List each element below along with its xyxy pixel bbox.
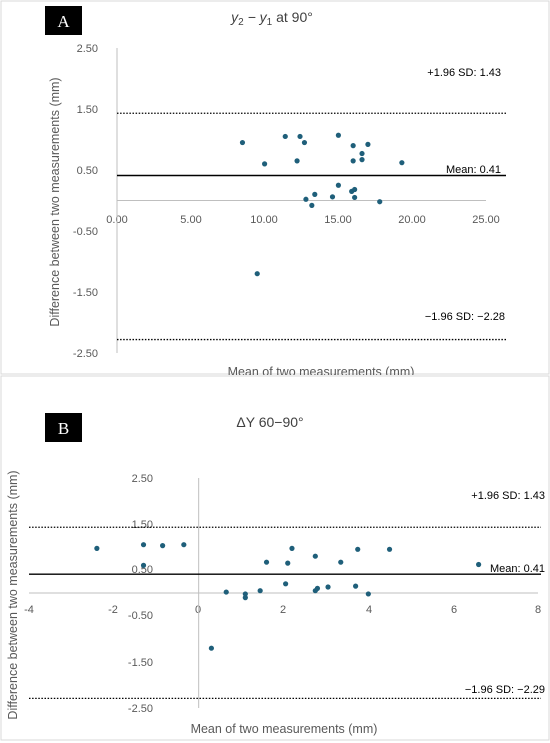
data-point	[309, 202, 315, 208]
data-point	[263, 559, 270, 565]
data-point	[160, 543, 166, 549]
data-point	[140, 542, 147, 548]
chart-b-lower-limit-label: −1.96 SD: −2.29	[465, 684, 545, 696]
data-point	[294, 158, 300, 164]
chart-b-x-tick: 6	[451, 604, 457, 616]
data-point	[359, 150, 365, 157]
data-point	[242, 591, 248, 597]
chart-a: A y2 − y1 at 90° Difference between two …	[0, 0, 550, 375]
data-point	[297, 133, 303, 140]
data-point	[242, 595, 248, 601]
chart-b-y-tick: -0.50	[128, 610, 153, 622]
chart-a-lower-limit-label: −1.96 SD: −2.28	[425, 311, 505, 323]
data-point	[355, 546, 361, 552]
chart-a-points	[239, 132, 405, 277]
data-point	[254, 271, 260, 277]
data-point	[262, 161, 268, 167]
chart-b-x-tick: 4	[366, 604, 372, 616]
data-point	[399, 160, 405, 166]
data-point	[350, 158, 356, 164]
chart-b-title: ΔY 60−90°	[236, 414, 303, 430]
chart-b-x-tick: 0	[195, 604, 201, 616]
chart-b-upper-limit-label: +1.96 SD: 1.43	[471, 490, 545, 502]
chart-b-y-tick: -1.50	[128, 657, 153, 669]
data-point	[257, 588, 263, 594]
chart-b-y-ticks: 2.50 1.50 0.50 -0.50 -1.50 -2.50	[128, 473, 153, 715]
chart-b-x-ticks: -4 -2 0 2 4 6 8	[24, 604, 541, 616]
chart-b-x-tick: 2	[280, 604, 286, 616]
data-point	[181, 542, 187, 548]
data-point	[329, 194, 336, 200]
chart-b-x-tick: -4	[24, 604, 34, 616]
data-point	[386, 546, 393, 552]
data-point	[140, 562, 147, 568]
chart-a-upper-limit-label: +1.96 SD: 1.43	[427, 67, 501, 79]
chart-b-y-tick: 2.50	[132, 473, 153, 485]
data-point	[94, 545, 100, 551]
chart-a-x-tick: 5.00	[180, 214, 201, 226]
chart-a-y-tick: -2.50	[73, 348, 98, 360]
data-point	[353, 583, 359, 589]
data-point	[352, 186, 358, 193]
data-point	[239, 139, 246, 146]
data-point	[365, 141, 371, 147]
data-point	[335, 132, 341, 138]
chart-a-x-tick: 15.00	[324, 214, 352, 226]
chart-b-y-tick: 1.50	[132, 519, 153, 531]
chart-b-y-tick: -2.50	[128, 703, 153, 715]
data-point	[335, 182, 341, 188]
data-point	[359, 157, 365, 163]
data-point	[289, 545, 295, 551]
chart-a-x-tick: 10.00	[250, 214, 278, 226]
data-point	[282, 133, 288, 140]
data-point	[283, 581, 289, 587]
chart-a-x-tick: 20.00	[398, 214, 426, 226]
data-point	[476, 561, 482, 568]
chart-a-panel-badge	[45, 6, 82, 35]
chart-b-y-axis-title: Difference between two measurements (mm)	[6, 470, 20, 719]
chart-a-y-tick: -1.50	[73, 287, 98, 299]
data-point	[338, 559, 344, 565]
chart-a-y-axis-title: Difference between two measurements (mm)	[48, 77, 62, 326]
chart-b-x-tick: 8	[535, 604, 541, 616]
chart-a-y-tick: 2.50	[77, 43, 98, 55]
data-point	[352, 194, 358, 201]
data-point	[312, 191, 318, 197]
chart-b-panel-badge	[45, 413, 82, 442]
chart-a-y-tick: 1.50	[77, 104, 98, 116]
chart-b: B ΔY 60−90° Difference between two measu…	[0, 375, 550, 741]
chart-b-mean-label: Mean: 0.41	[490, 563, 545, 575]
data-point	[303, 196, 309, 202]
chart-a-frame	[0, 0, 550, 375]
data-point	[314, 585, 321, 591]
chart-b-x-axis-title: Mean of two measurements (mm)	[191, 722, 378, 736]
data-point	[350, 143, 356, 149]
chart-a-y-ticks: 2.50 1.50 0.50 -0.50 -1.50 -2.50	[73, 43, 98, 360]
chart-a-panel-label: A	[57, 12, 70, 31]
chart-a-mean-label: Mean: 0.41	[446, 164, 501, 176]
chart-b-points	[94, 542, 482, 651]
chart-b-x-tick: -2	[108, 604, 118, 616]
data-point	[223, 589, 229, 595]
chart-a-y-tick: 0.50	[77, 165, 98, 177]
data-point	[285, 560, 291, 566]
chart-a-x-axis-title: Mean of two measurements (mm)	[228, 365, 415, 375]
data-point	[301, 139, 308, 146]
data-point	[312, 553, 318, 559]
chart-b-frame	[0, 375, 550, 741]
data-point	[325, 584, 331, 590]
data-point	[208, 645, 214, 651]
chart-a-title: y2 − y1 at 90°	[230, 9, 313, 28]
data-point	[365, 591, 371, 597]
chart-b-panel-label: B	[58, 419, 69, 438]
chart-a-y-tick: -0.50	[73, 226, 98, 238]
chart-a-x-tick: 25.00	[472, 214, 500, 226]
chart-b-y-tick: 0.50	[132, 564, 153, 576]
data-point	[377, 199, 383, 205]
